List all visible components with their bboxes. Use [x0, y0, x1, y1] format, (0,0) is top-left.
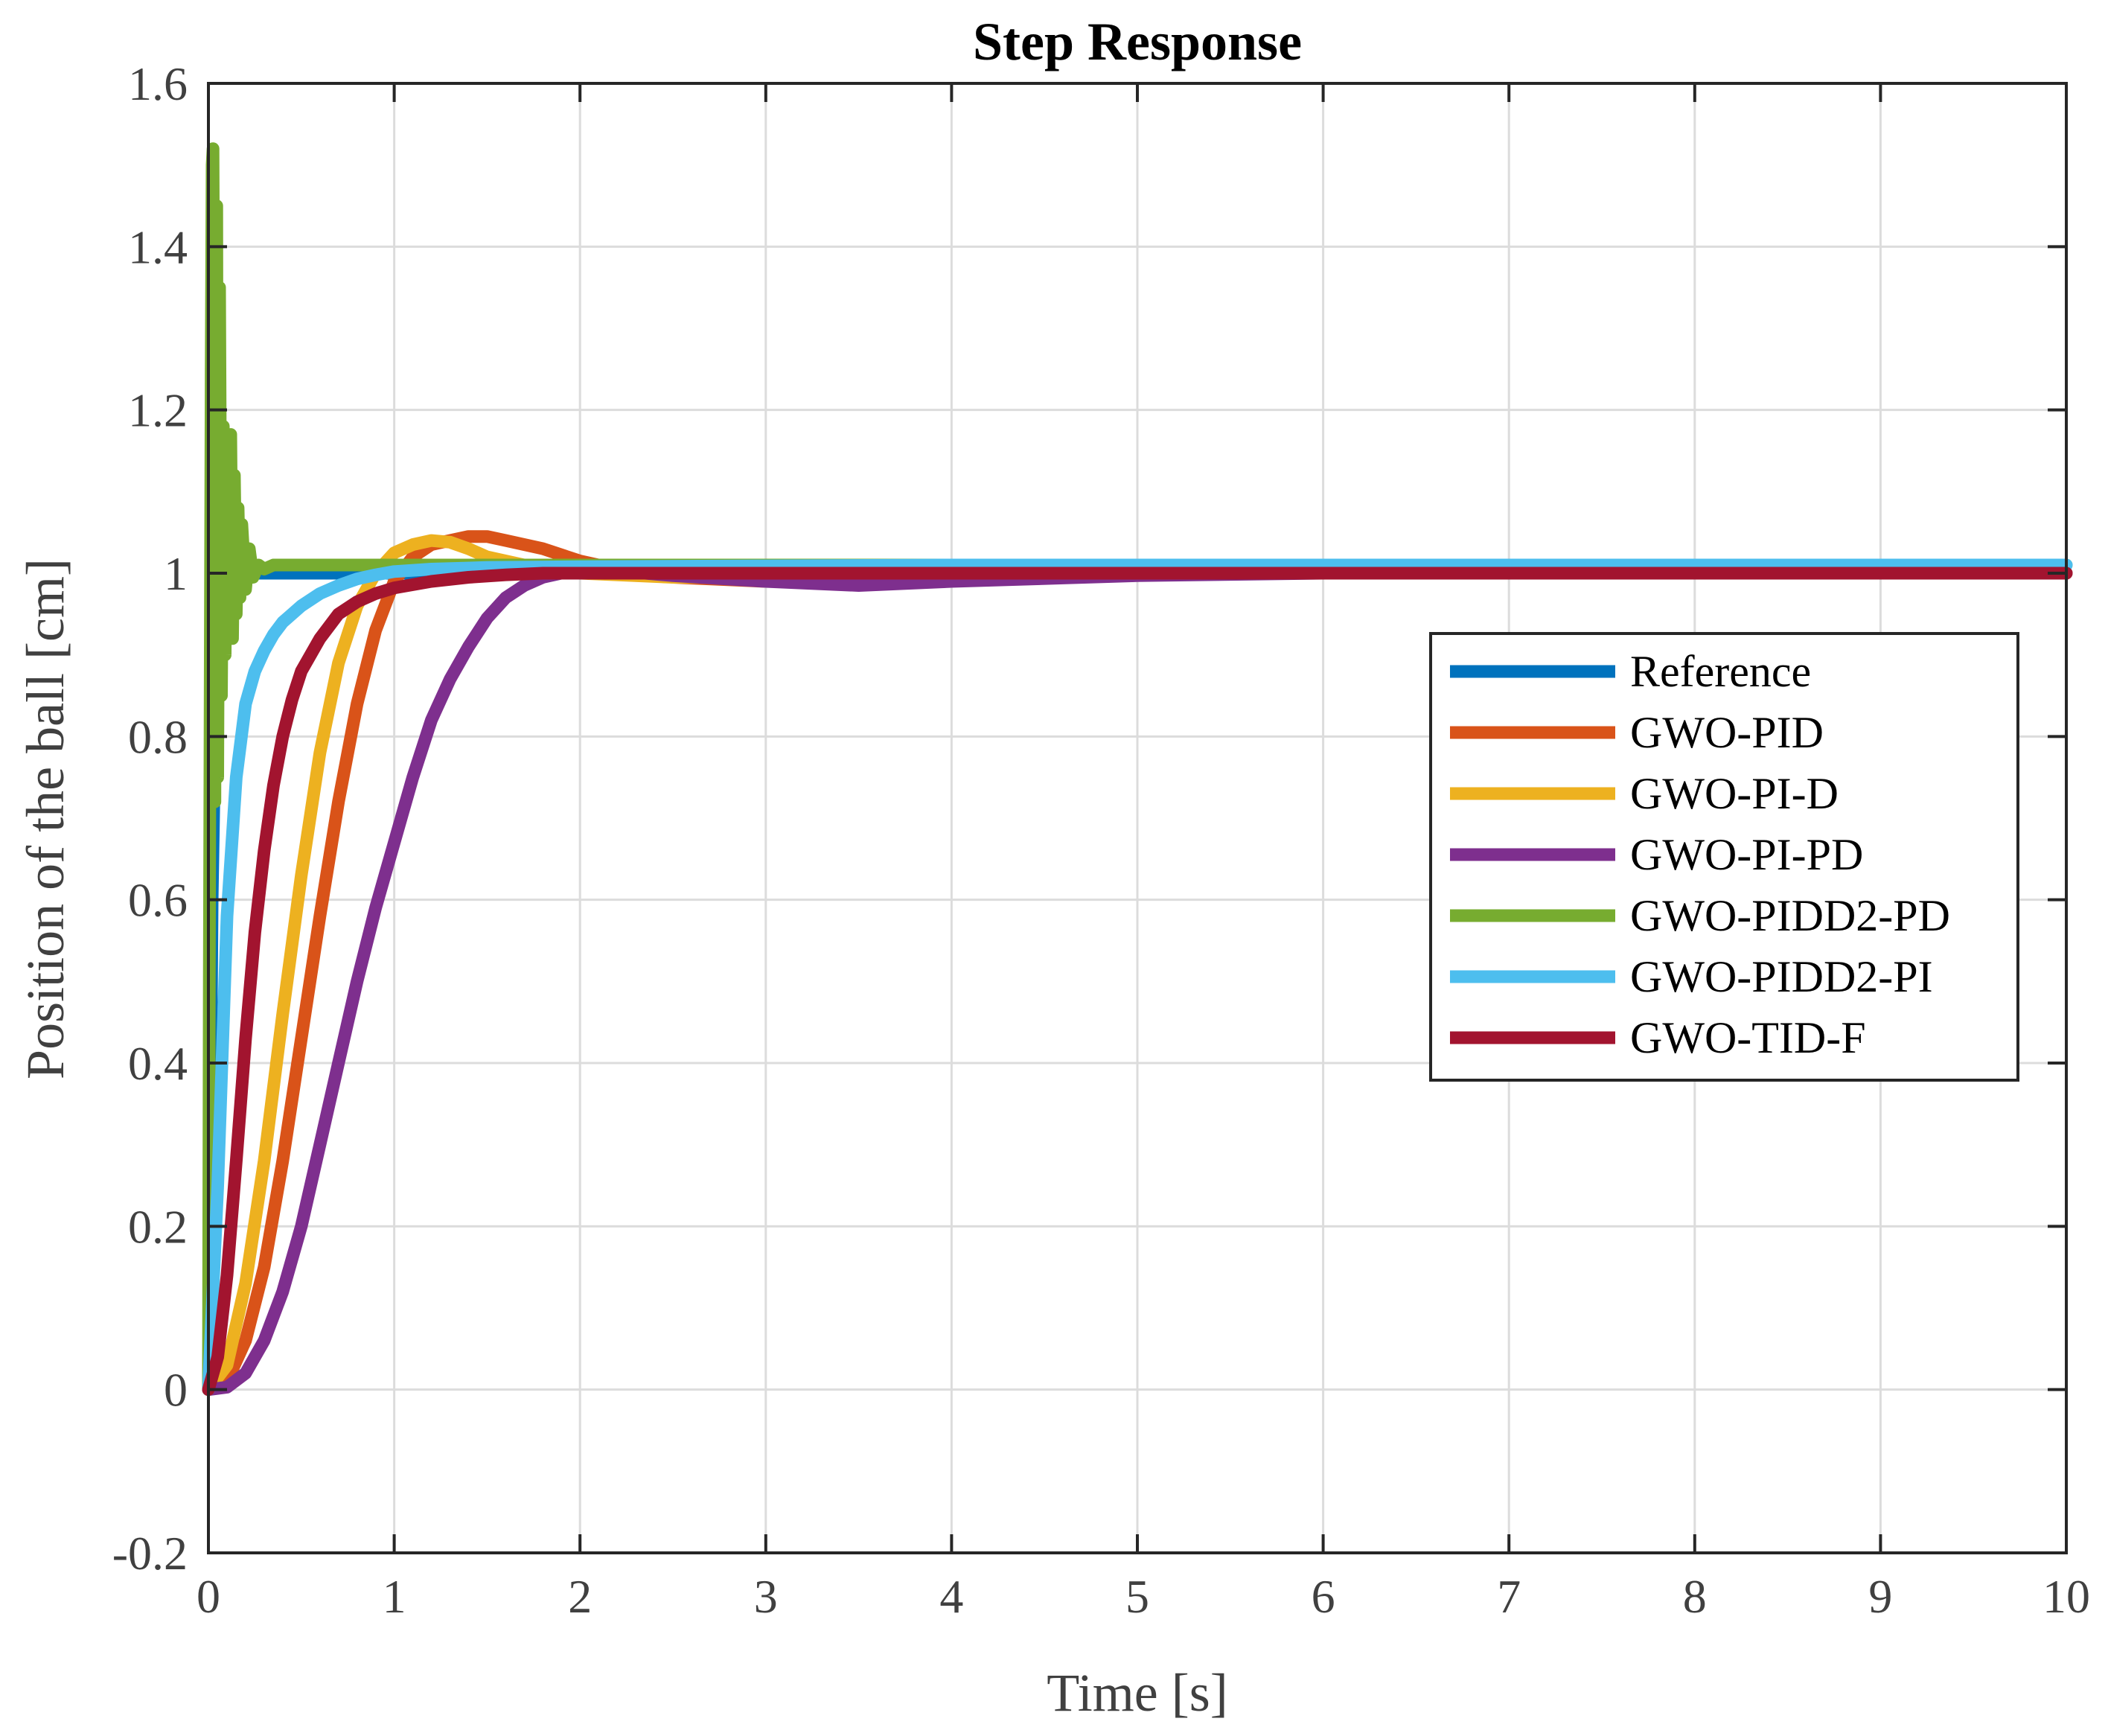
y-tick-label: 1.2	[128, 384, 188, 437]
x-tick-label: 8	[1683, 1570, 1707, 1623]
x-tick-label: 0	[197, 1570, 220, 1623]
x-tick-label: 2	[568, 1570, 592, 1623]
y-tick-label: 0	[164, 1364, 188, 1417]
y-tick-label: 1.4	[128, 220, 188, 273]
y-tick-label: 1.6	[128, 57, 188, 110]
y-tick-label: 0.4	[128, 1037, 188, 1090]
x-axis-label: Time [s]	[1047, 1663, 1227, 1723]
x-tick-label: 6	[1312, 1570, 1335, 1623]
y-tick-label: 0.6	[128, 874, 188, 927]
tick-labels: 0 1 2 3 4 5 6 7 8 9 10-0.200.20.40.60.811.21.41.6	[112, 57, 2090, 1623]
y-axis-label: Position of the ball [cm]	[16, 558, 75, 1079]
legend-label-gwo-pi-pd: GWO-PI-PD	[1630, 830, 1863, 879]
legend-entries: Reference GWO-PID GWO-PI-D GWO-PI-PD GWO-PID…	[1450, 647, 1950, 1062]
x-tick-label: 5	[1125, 1570, 1149, 1623]
legend-label-gwo-pidd2-pi: GWO-PIDD2-PI	[1630, 952, 1933, 1001]
x-tick-label: 9	[1868, 1570, 1892, 1623]
legend-label-gwo-pidd2-pd: GWO-PIDD2-PD	[1630, 891, 1950, 940]
x-tick-label: 3	[754, 1570, 778, 1623]
legend-label-gwo-tid-f: GWO-TID-F	[1630, 1013, 1866, 1062]
legend: Reference GWO-PID GWO-PI-D GWO-PI-PD GWO-PID…	[1429, 632, 2019, 1082]
y-tick-label: 0.2	[128, 1200, 188, 1253]
series-line-gwo-pidd2-pi	[202, 558, 2073, 1397]
legend-label-gwo-pid: GWO-PID	[1630, 708, 1824, 757]
y-tick-label: 1	[164, 547, 188, 600]
series-line-gwo-pidd2-pd	[202, 142, 2073, 1397]
legend-label-gwo-pi-d: GWO-PI-D	[1630, 769, 1839, 818]
x-tick-label: 7	[1497, 1570, 1521, 1623]
series-line-gwo-tid-f	[202, 567, 2073, 1397]
y-tick-label: -0.2	[112, 1527, 188, 1580]
axes	[207, 82, 2068, 1554]
x-tick-label: 1	[383, 1570, 406, 1623]
y-tick-label: 0.8	[128, 710, 188, 763]
chart-title: Step Response	[973, 12, 1302, 71]
x-tick-label: 10	[2042, 1570, 2090, 1623]
x-tick-label: 4	[939, 1570, 963, 1623]
series-line-gwo-pi-pd	[202, 564, 2073, 1397]
legend-label-reference: Reference	[1630, 647, 1811, 696]
